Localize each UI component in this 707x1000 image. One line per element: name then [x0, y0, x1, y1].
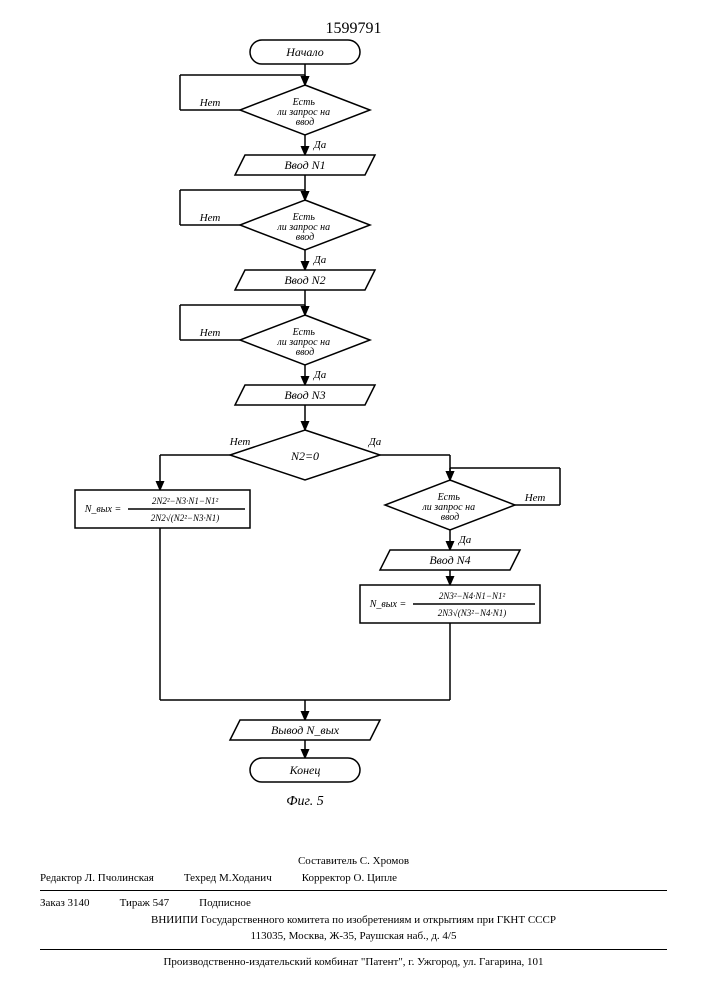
start-label: Начало — [285, 45, 324, 59]
org-line2: 113035, Москва, Ж-35, Раушская наб., д. … — [40, 928, 667, 945]
svg-text:Нет: Нет — [199, 212, 221, 224]
end-label: Конец — [289, 763, 321, 777]
figure-label: Фиг. 5 — [286, 794, 324, 809]
svg-text:Нет: Нет — [199, 97, 221, 109]
tirage-label: Тираж 547 — [120, 895, 170, 912]
svg-text:Да: Да — [313, 139, 327, 151]
svg-text:Ввод N1: Ввод N1 — [284, 158, 325, 172]
svg-text:Нет: Нет — [524, 492, 546, 504]
svg-text:Вывод N_вых: Вывод N_вых — [271, 723, 340, 737]
org-line1: ВНИИПИ Государственного комитета по изоб… — [40, 912, 667, 929]
svg-text:Нет: Нет — [229, 436, 251, 448]
editor-label: Редактор Л. Пчолинская — [40, 870, 154, 887]
svg-text:Ввод N3: Ввод N3 — [284, 388, 325, 402]
svg-text:N_вых =: N_вых = — [369, 599, 406, 610]
subscription-label: Подписное — [199, 895, 251, 912]
svg-text:N2=0: N2=0 — [290, 449, 319, 463]
svg-text:2N3²−N4·N1−N1²: 2N3²−N4·N1−N1² — [439, 591, 506, 601]
svg-text:2N2²−N3·N1−N1²: 2N2²−N3·N1−N1² — [152, 496, 219, 506]
svg-text:Да: Да — [458, 534, 472, 546]
svg-text:Нет: Нет — [199, 327, 221, 339]
footer-block: Составитель С. Хромов Редактор Л. Пчолин… — [40, 853, 667, 970]
printer-line: Производственно-издательский комбинат "П… — [40, 954, 667, 971]
corrector-label: Корректор О. Ципле — [302, 870, 397, 887]
svg-text:Да: Да — [368, 436, 382, 448]
svg-text:Ввод N4: Ввод N4 — [429, 553, 470, 567]
compiler-line: Составитель С. Хромов — [40, 853, 667, 870]
techred-label: Техред М.Ходанич — [184, 870, 272, 887]
svg-text:Ввод N2: Ввод N2 — [284, 273, 325, 287]
flowchart-svg: Начало Есть ли запрос на ввод Нет Да Вво… — [0, 0, 707, 840]
svg-text:2N3√(N3²−N4·N1): 2N3√(N3²−N4·N1) — [438, 608, 506, 618]
svg-text:N_вых =: N_вых = — [84, 504, 121, 515]
svg-text:Да: Да — [313, 369, 327, 381]
order-label: Заказ 3140 — [40, 895, 90, 912]
svg-text:Да: Да — [313, 254, 327, 266]
svg-text:2N2√(N2²−N3·N1): 2N2√(N2²−N3·N1) — [151, 513, 219, 523]
patent-number: 1599791 — [326, 20, 382, 38]
